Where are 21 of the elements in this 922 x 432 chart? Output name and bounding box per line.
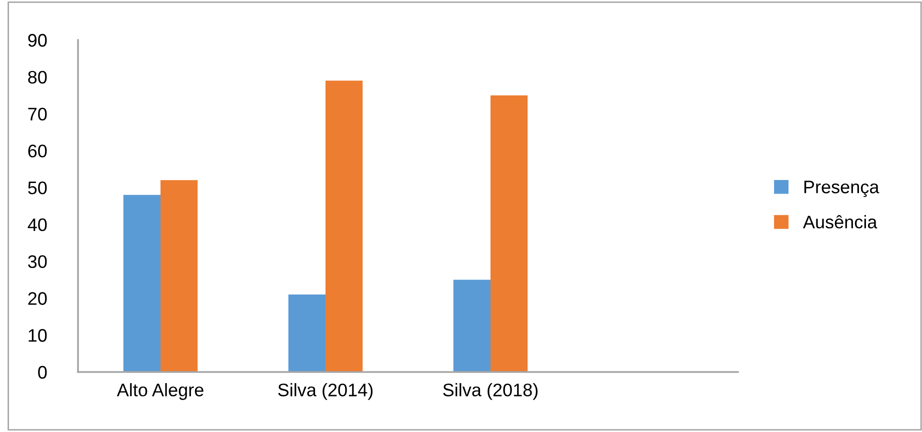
y-tick-label: 40 (28, 218, 47, 232)
bar (160, 180, 198, 372)
y-tick-label: 80 (28, 70, 47, 84)
y-tick-label: 30 (28, 255, 47, 268)
y-tick-label: 0 (38, 366, 47, 379)
y-tick-label: 50 (28, 181, 47, 194)
legend-label: Presença (804, 180, 880, 198)
bar (326, 80, 363, 372)
x-tick-label: Silva (2014) (278, 383, 373, 400)
y-tick-label: 90 (28, 34, 47, 47)
legend-label: Ausência (802, 215, 878, 228)
bar (453, 280, 490, 372)
y-tick-label: 60 (28, 144, 47, 158)
y-tick-label: 20 (28, 292, 47, 305)
bar (123, 194, 160, 372)
x-tick-label: Silva (2018) (443, 383, 538, 400)
y-tick-label: 10 (28, 329, 47, 342)
bar (490, 95, 528, 372)
x-tick-label: Alto Alegre (116, 383, 204, 400)
y-tick-label: 70 (28, 108, 47, 120)
bar (288, 294, 326, 372)
